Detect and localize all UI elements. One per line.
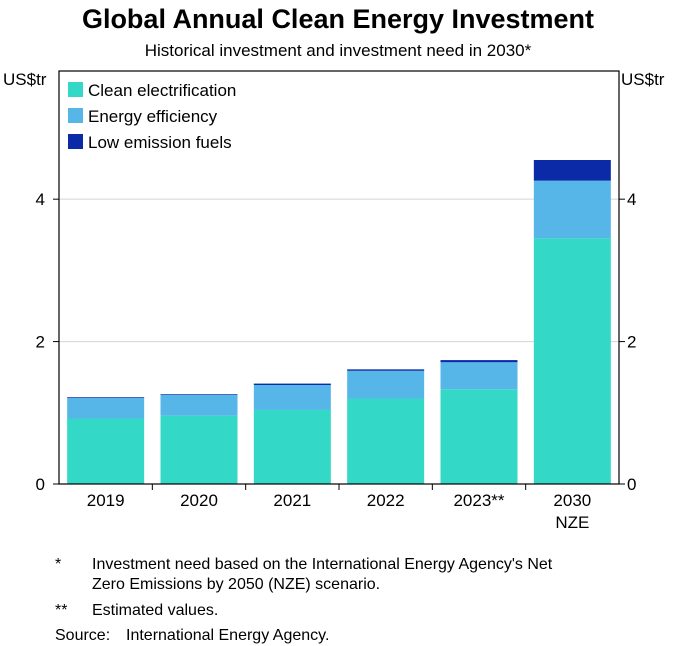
x-tick-label: 2020 (180, 491, 218, 510)
chart-title: Global Annual Clean Energy Investment (81, 4, 595, 34)
bar-2019-low-emission-fuels (67, 397, 145, 398)
bar-2021-low-emission-fuels (253, 383, 331, 386)
bar-2020-energy-efficiency (160, 394, 238, 416)
legend-swatch-clean-electrification (68, 82, 83, 97)
bar-2021-energy-efficiency (253, 385, 331, 410)
bar-chart: 2019 2020 2021 2022 2023** 2030 NZE 0 0 2 2 4 4 US$tr… (3, 70, 665, 532)
bar-2019-clean-electrification (67, 418, 145, 484)
y-axis-label-right: US$tr (621, 70, 665, 89)
bar-2023-low-emission-fuels (440, 360, 518, 363)
bar-2023-energy-efficiency (440, 362, 518, 390)
bar-2022-clean-electrification (347, 398, 425, 484)
source-label: Source: (55, 627, 111, 644)
plot-frame (58, 70, 620, 485)
bar-2020-clean-electrification (160, 415, 238, 484)
bar-2030-low-emission-fuels (533, 160, 611, 181)
bar-2022-low-emission-fuels (347, 369, 425, 371)
x-tick-label: 2030 (553, 491, 591, 510)
y-tick-label-right: 4 (627, 190, 636, 209)
legend-swatch-energy-efficiency (68, 108, 83, 123)
footnote-1-line-1: Investment need based on the Internation… (92, 556, 553, 573)
legend-label-energy-efficiency: Energy efficiency (88, 107, 218, 126)
x-tick-label: 2022 (367, 491, 405, 510)
bar-2020-low-emission-fuels (160, 394, 238, 395)
x-tick-label: 2023** (453, 491, 504, 510)
legend-label-clean-electrification: Clean electrification (88, 81, 236, 100)
legend-label-low-emission-fuels: Low emission fuels (88, 133, 232, 152)
bar-2030-clean-electrification (533, 238, 611, 484)
y-tick-label-left: 2 (36, 333, 45, 352)
bar-2021-clean-electrification (253, 409, 331, 484)
y-tick-label-right: 0 (627, 475, 636, 494)
footnote-1-line-2: Zero Emissions by 2050 (NZE) scenario. (92, 576, 381, 593)
bar-2019-energy-efficiency (67, 397, 145, 419)
x-tick-label: 2019 (87, 491, 125, 510)
y-axis-label-left: US$tr (3, 70, 47, 89)
source-text: International Energy Agency. (126, 627, 330, 644)
footnote-2-mark: ** (55, 602, 68, 619)
y-tick-label-right: 2 (627, 333, 636, 352)
x-tick-label: 2021 (273, 491, 311, 510)
y-tick-label-left: 0 (36, 475, 45, 494)
footnote-2-line-1: Estimated values. (92, 602, 219, 619)
chart-subtitle: Historical investment and investment nee… (144, 41, 532, 60)
bar-2030-energy-efficiency (533, 180, 611, 239)
bar-2022-energy-efficiency (347, 370, 425, 399)
y-tick-label-left: 4 (36, 190, 45, 209)
legend-swatch-low-emission-fuels (68, 134, 83, 149)
footnote-1-mark: * (55, 556, 62, 573)
x-tick-label: NZE (555, 513, 589, 532)
bar-2023-clean-electrification (440, 389, 518, 484)
